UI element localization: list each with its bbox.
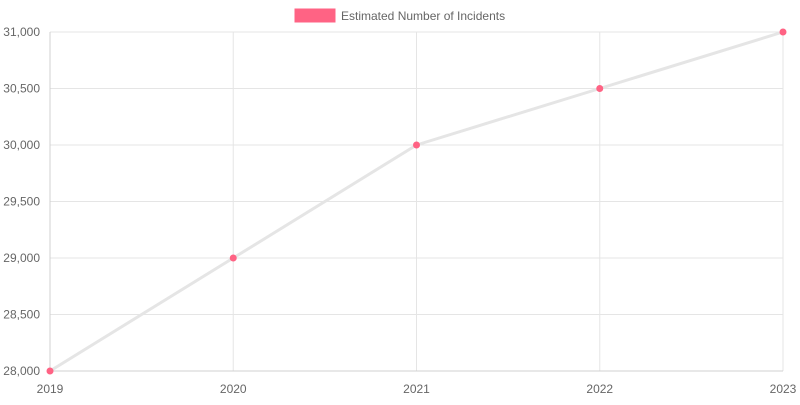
data-point[interactable] [46,367,54,375]
y-tick-label: 29,500 [3,195,40,209]
y-tick-label: 30,000 [3,138,40,152]
data-point[interactable] [229,254,237,262]
y-tick-label: 28,500 [3,308,40,322]
y-tick-label: 29,000 [3,251,40,265]
data-point[interactable] [779,28,787,36]
legend-swatch[interactable] [294,8,336,23]
grid-lines [49,31,784,372]
data-series [46,28,787,375]
x-tick-label: 2023 [770,382,797,396]
data-point[interactable] [413,141,420,149]
y-tick-label: 30,500 [3,82,40,96]
legend-label[interactable]: Estimated Number of Incidents [341,9,505,23]
y-tick-label: 31,000 [3,25,40,39]
x-tick-label: 2022 [586,382,613,396]
y-axis-tick-labels: 28,000 28,500 29,000 29,500 30,000 30,500 31,0… [3,25,40,378]
axes [49,32,783,372]
x-axis-tick-labels: 2019 2020 2021 2022 2023 [37,382,797,396]
y-tick-label: 28,000 [3,364,40,378]
x-tick-label: 2019 [37,382,64,396]
legend[interactable]: Estimated Number of Incidents [294,8,505,23]
x-tick-label: 2020 [220,382,247,396]
data-point[interactable] [596,85,604,92]
x-tick-label: 2021 [403,382,430,396]
